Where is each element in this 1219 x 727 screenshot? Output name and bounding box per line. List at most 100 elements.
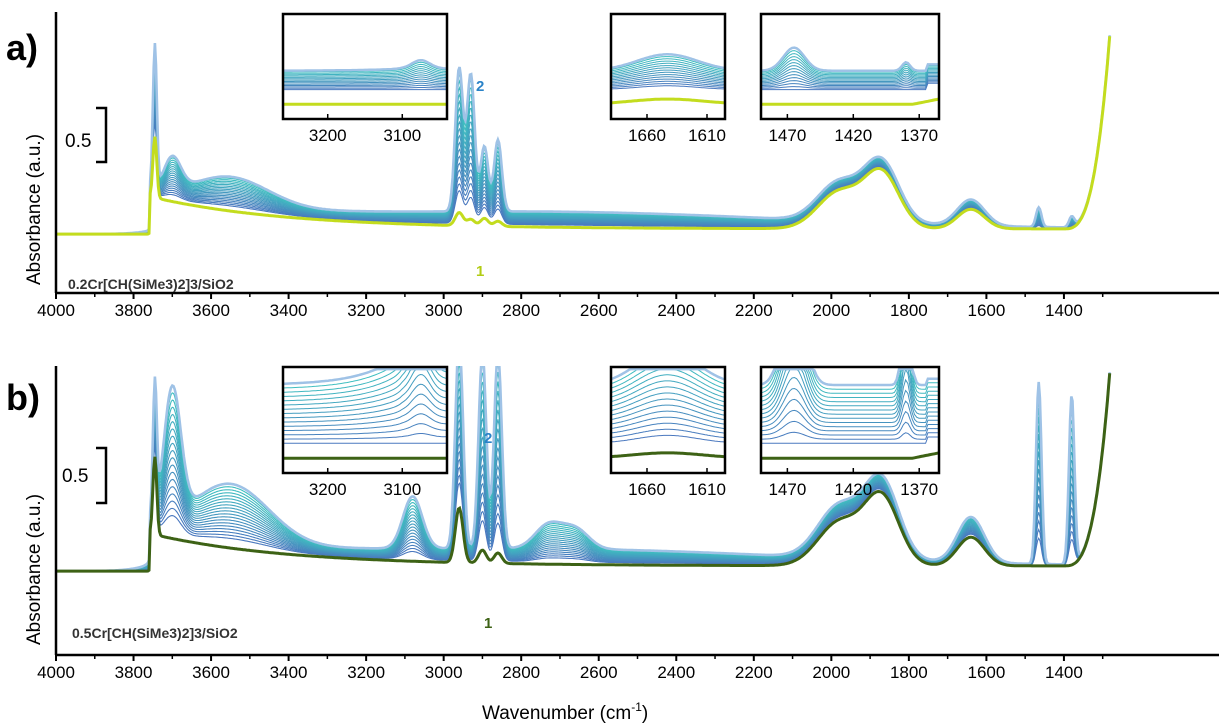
inset-curve xyxy=(283,413,447,431)
inset-curve xyxy=(611,374,725,398)
panel-a-x-ticks: 4000 3800 3600 3400 3200 3000 2800 2600 2400 2200… xyxy=(37,293,1104,320)
panel-b-sample-label: 0.5Cr[CH(SiMe3)2]3/SiO2 xyxy=(72,625,238,641)
inset-curve xyxy=(283,403,447,427)
x-tick-label: 2200 xyxy=(735,301,773,320)
x-axis-title: Wavenumber (cm-1) xyxy=(482,700,648,724)
inset-curve xyxy=(761,46,939,72)
panel-b-curves xyxy=(56,366,1112,573)
inset-curve xyxy=(761,59,939,77)
inset-curve xyxy=(611,65,725,77)
inset-curve-first xyxy=(761,451,939,460)
inset-curve xyxy=(761,420,939,436)
inset-curve xyxy=(611,410,725,425)
panel-a-curve-label-2: 2 xyxy=(476,78,484,95)
inset-curve xyxy=(611,404,725,421)
inset-tick-label: 1610 xyxy=(688,126,726,145)
inset-curve xyxy=(611,83,725,88)
x-tick-label: 3400 xyxy=(270,663,308,682)
inset-curve xyxy=(611,53,725,70)
panel-b-letter: b) xyxy=(6,377,40,418)
inset-curve xyxy=(283,58,447,72)
panel-a-insets: 3200 3100 1660 1610 1470 1420 1370 xyxy=(281,12,941,145)
spectrum-curve-first xyxy=(56,36,1112,236)
x-tick-label: 2200 xyxy=(735,663,773,682)
inset-curve xyxy=(761,53,939,74)
inset-curve xyxy=(761,80,939,88)
inset-curve xyxy=(611,69,725,80)
inset-curve-first xyxy=(761,97,939,106)
inset-curve xyxy=(611,422,725,434)
panel-a: 4000 3800 3600 3400 3200 3000 2800 2600 2400 2200… xyxy=(6,12,1219,320)
panel-b-y-axis-title: Absorbance (a.u.) xyxy=(24,494,45,645)
panel-b: 4000 3800 3600 3400 3200 3000 2800 2600 2400 2200… xyxy=(6,365,1219,682)
x-tick-label: 3200 xyxy=(347,301,385,320)
inset-curve xyxy=(611,60,725,74)
inset-tick-label: 1660 xyxy=(628,126,666,145)
panel-b-curve-label-2: 2 xyxy=(484,430,492,447)
inset-curve xyxy=(283,82,447,86)
inset-curve xyxy=(761,376,939,419)
panel-b-scale-bar: 0.5 xyxy=(62,446,108,505)
inset-tick-label: 1660 xyxy=(628,480,666,499)
inset-tick-label: 1420 xyxy=(834,480,872,499)
inset-curve xyxy=(283,393,447,423)
inset-curve xyxy=(611,62,725,75)
inset-curve xyxy=(761,431,939,440)
inset-2: 1660 1610 xyxy=(609,365,727,499)
inset-curve xyxy=(761,71,939,82)
inset-curve xyxy=(761,82,939,91)
x-tick-label: 4000 xyxy=(37,301,75,320)
inset-curve xyxy=(283,423,447,436)
x-tick-label: 3600 xyxy=(192,663,230,682)
inset-curve xyxy=(761,68,939,81)
inset-tick-label: 1370 xyxy=(900,126,938,145)
inset-1: 3200 3100 xyxy=(281,365,449,499)
inset-curve xyxy=(611,78,725,85)
inset-curve xyxy=(611,392,725,412)
inset-1: 3200 3100 xyxy=(281,12,449,145)
inset-3: 1470 1420 1370 xyxy=(759,12,941,145)
inset-curve xyxy=(283,63,447,74)
inset-curve xyxy=(283,433,447,440)
spectrum-curve xyxy=(56,373,1111,572)
panel-a-curve-label-1: 1 xyxy=(476,263,484,280)
inset-curve xyxy=(611,85,725,90)
inset-tick-label: 3100 xyxy=(383,126,421,145)
x-tick-label: 1800 xyxy=(890,301,928,320)
x-tick-label: 2000 xyxy=(812,301,850,320)
spectrum-curve xyxy=(56,373,1111,572)
x-tick-label: 3800 xyxy=(115,301,153,320)
inset-curve xyxy=(611,386,725,407)
x-tick-label: 2400 xyxy=(657,301,695,320)
inset-curve-first xyxy=(611,451,725,459)
inset-curve xyxy=(283,373,447,414)
inset-curve xyxy=(611,416,725,430)
inset-tick-label: 3200 xyxy=(309,126,347,145)
panel-b-x-ticks: 4000 3800 3600 3400 3200 3000 2800 2600 2400 2200… xyxy=(37,655,1104,682)
x-tick-label: 3200 xyxy=(347,663,385,682)
inset-curve xyxy=(283,78,447,84)
spectrum-curve-first xyxy=(56,373,1112,573)
x-tick-label: 1400 xyxy=(1045,663,1083,682)
x-tick-label: 2000 xyxy=(812,663,850,682)
panel-a-scale-bar: 0.5 xyxy=(65,106,108,164)
x-tick-label: 2600 xyxy=(580,663,618,682)
x-tick-label: 3800 xyxy=(115,663,153,682)
spectrum-curve xyxy=(56,373,1111,572)
inset-curve xyxy=(761,436,939,444)
inset-tick-label: 3200 xyxy=(309,480,347,499)
inset-tick-label: 1470 xyxy=(768,480,806,499)
inset-curve xyxy=(761,78,939,86)
spectrum-curve xyxy=(56,35,1111,236)
inset-curve xyxy=(283,74,447,81)
inset-curve xyxy=(283,65,447,76)
inset-curve xyxy=(611,367,725,381)
inset-2: 1660 1610 xyxy=(609,12,727,145)
inset-curve xyxy=(283,61,447,73)
inset-curve xyxy=(761,77,939,85)
x-tick-label: 3400 xyxy=(270,301,308,320)
inset-curve xyxy=(283,76,447,82)
x-tick-label: 3000 xyxy=(425,301,463,320)
panel-b-curve-label-1: 1 xyxy=(484,615,492,632)
